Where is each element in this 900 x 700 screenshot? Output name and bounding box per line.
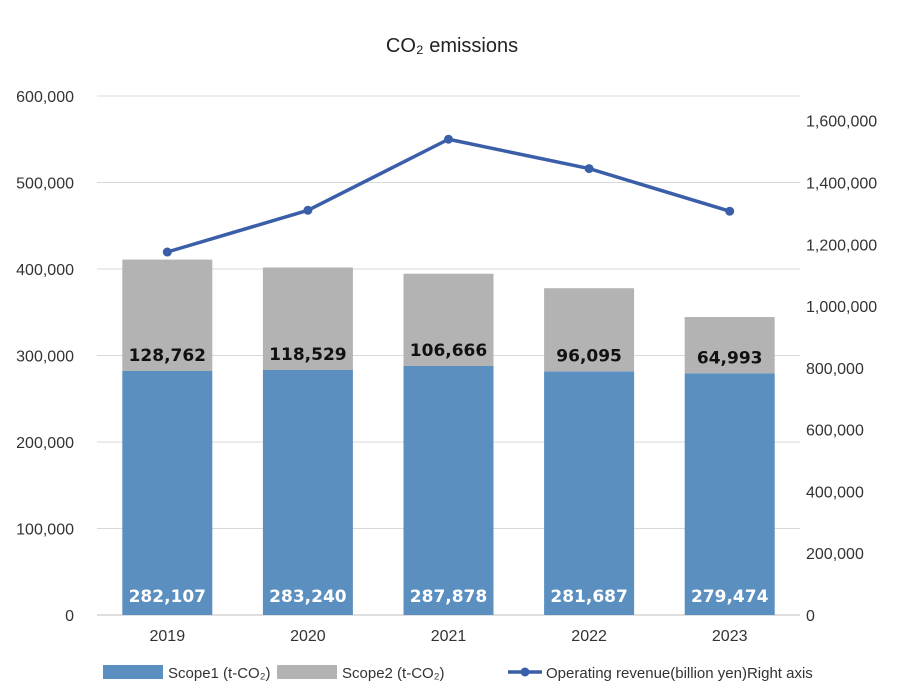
bar-scope1 (544, 371, 635, 615)
left-tick-label: 100,000 (16, 522, 74, 539)
right-tick-label: 600,000 (806, 423, 864, 440)
bar-scope2 (122, 259, 213, 371)
bar-scope1 (122, 370, 213, 615)
right-tick-label: 1,600,000 (806, 114, 877, 131)
left-axis: 0 100,000 200,000 300,000 400,000 500,000 600,… (16, 89, 74, 625)
legend-label-scope2: Scope2 (t-CO₂) (342, 665, 445, 682)
revenue-point (444, 134, 453, 144)
data-label-scope1: 279,474 (691, 587, 769, 607)
legend-label-revenue: Operating revenue(billion yen)Right axis (546, 665, 813, 682)
left-tick-label: 200,000 (16, 435, 74, 452)
legend-marker-revenue (520, 667, 530, 677)
right-tick-label: 1,200,000 (806, 237, 877, 254)
revenue-point (584, 164, 594, 174)
right-axis: 0 200,000 400,000 600,000 800,000 1,000,000 1,… (806, 114, 877, 625)
right-tick-label: 0 (806, 608, 815, 625)
revenue-point (162, 247, 172, 257)
right-tick-label: 200,000 (806, 546, 864, 563)
revenue-line-path (166, 137, 731, 254)
legend-label-scope1: Scope1 (t-CO₂) (168, 665, 271, 682)
left-tick-label: 300,000 (16, 349, 74, 366)
left-tick-label: 0 (65, 608, 74, 625)
left-tick-label: 600,000 (16, 89, 74, 106)
legend: Scope1 (t-CO₂) Scope2 (t-CO₂) Operating re… (103, 665, 813, 682)
bar-scope2 (262, 267, 353, 370)
data-label-scope2: 128,762 (129, 346, 206, 366)
data-label-scope1: 283,240 (269, 587, 347, 607)
right-tick-label: 1,400,000 (806, 176, 877, 193)
left-tick-label: 500,000 (16, 176, 74, 193)
data-label-scope2: 96,095 (556, 346, 622, 366)
data-label-scope2: 64,993 (697, 348, 763, 368)
data-label-scope1: 281,687 (550, 587, 627, 607)
revenue-point (725, 206, 735, 216)
x-tick-label: 2021 (431, 628, 467, 645)
right-tick-label: 800,000 (806, 361, 864, 378)
chart-title: CO₂ emissions (386, 35, 518, 57)
data-label-scope1: 282,107 (129, 587, 206, 607)
right-tick-label: 400,000 (806, 484, 864, 501)
bar-scope2 (684, 317, 775, 374)
bar-scope1 (262, 369, 353, 615)
data-label-scope2: 106,666 (410, 341, 487, 361)
data-label-scope1: 287,878 (410, 587, 487, 607)
data-label-scope2: 118,529 (269, 345, 346, 365)
legend-swatch-scope2 (277, 665, 337, 679)
x-tick-label: 2019 (150, 628, 186, 645)
right-tick-label: 1,000,000 (806, 299, 877, 316)
x-tick-label: 2023 (712, 628, 748, 645)
x-tick-label: 2020 (290, 628, 326, 645)
x-tick-label: 2022 (571, 628, 607, 645)
x-axis: 2019 2020 2021 2022 2023 (150, 628, 748, 645)
bars: 282,107 128,762 283,240 118,529 287,878 106,6… (122, 259, 775, 615)
legend-swatch-scope1 (103, 665, 163, 679)
left-tick-label: 400,000 (16, 262, 74, 279)
bar-scope2 (403, 273, 494, 366)
bar-scope1 (684, 373, 775, 615)
bar-scope1 (403, 365, 494, 615)
bar-scope2 (544, 288, 635, 372)
revenue-line (162, 134, 735, 257)
revenue-point (303, 205, 313, 215)
